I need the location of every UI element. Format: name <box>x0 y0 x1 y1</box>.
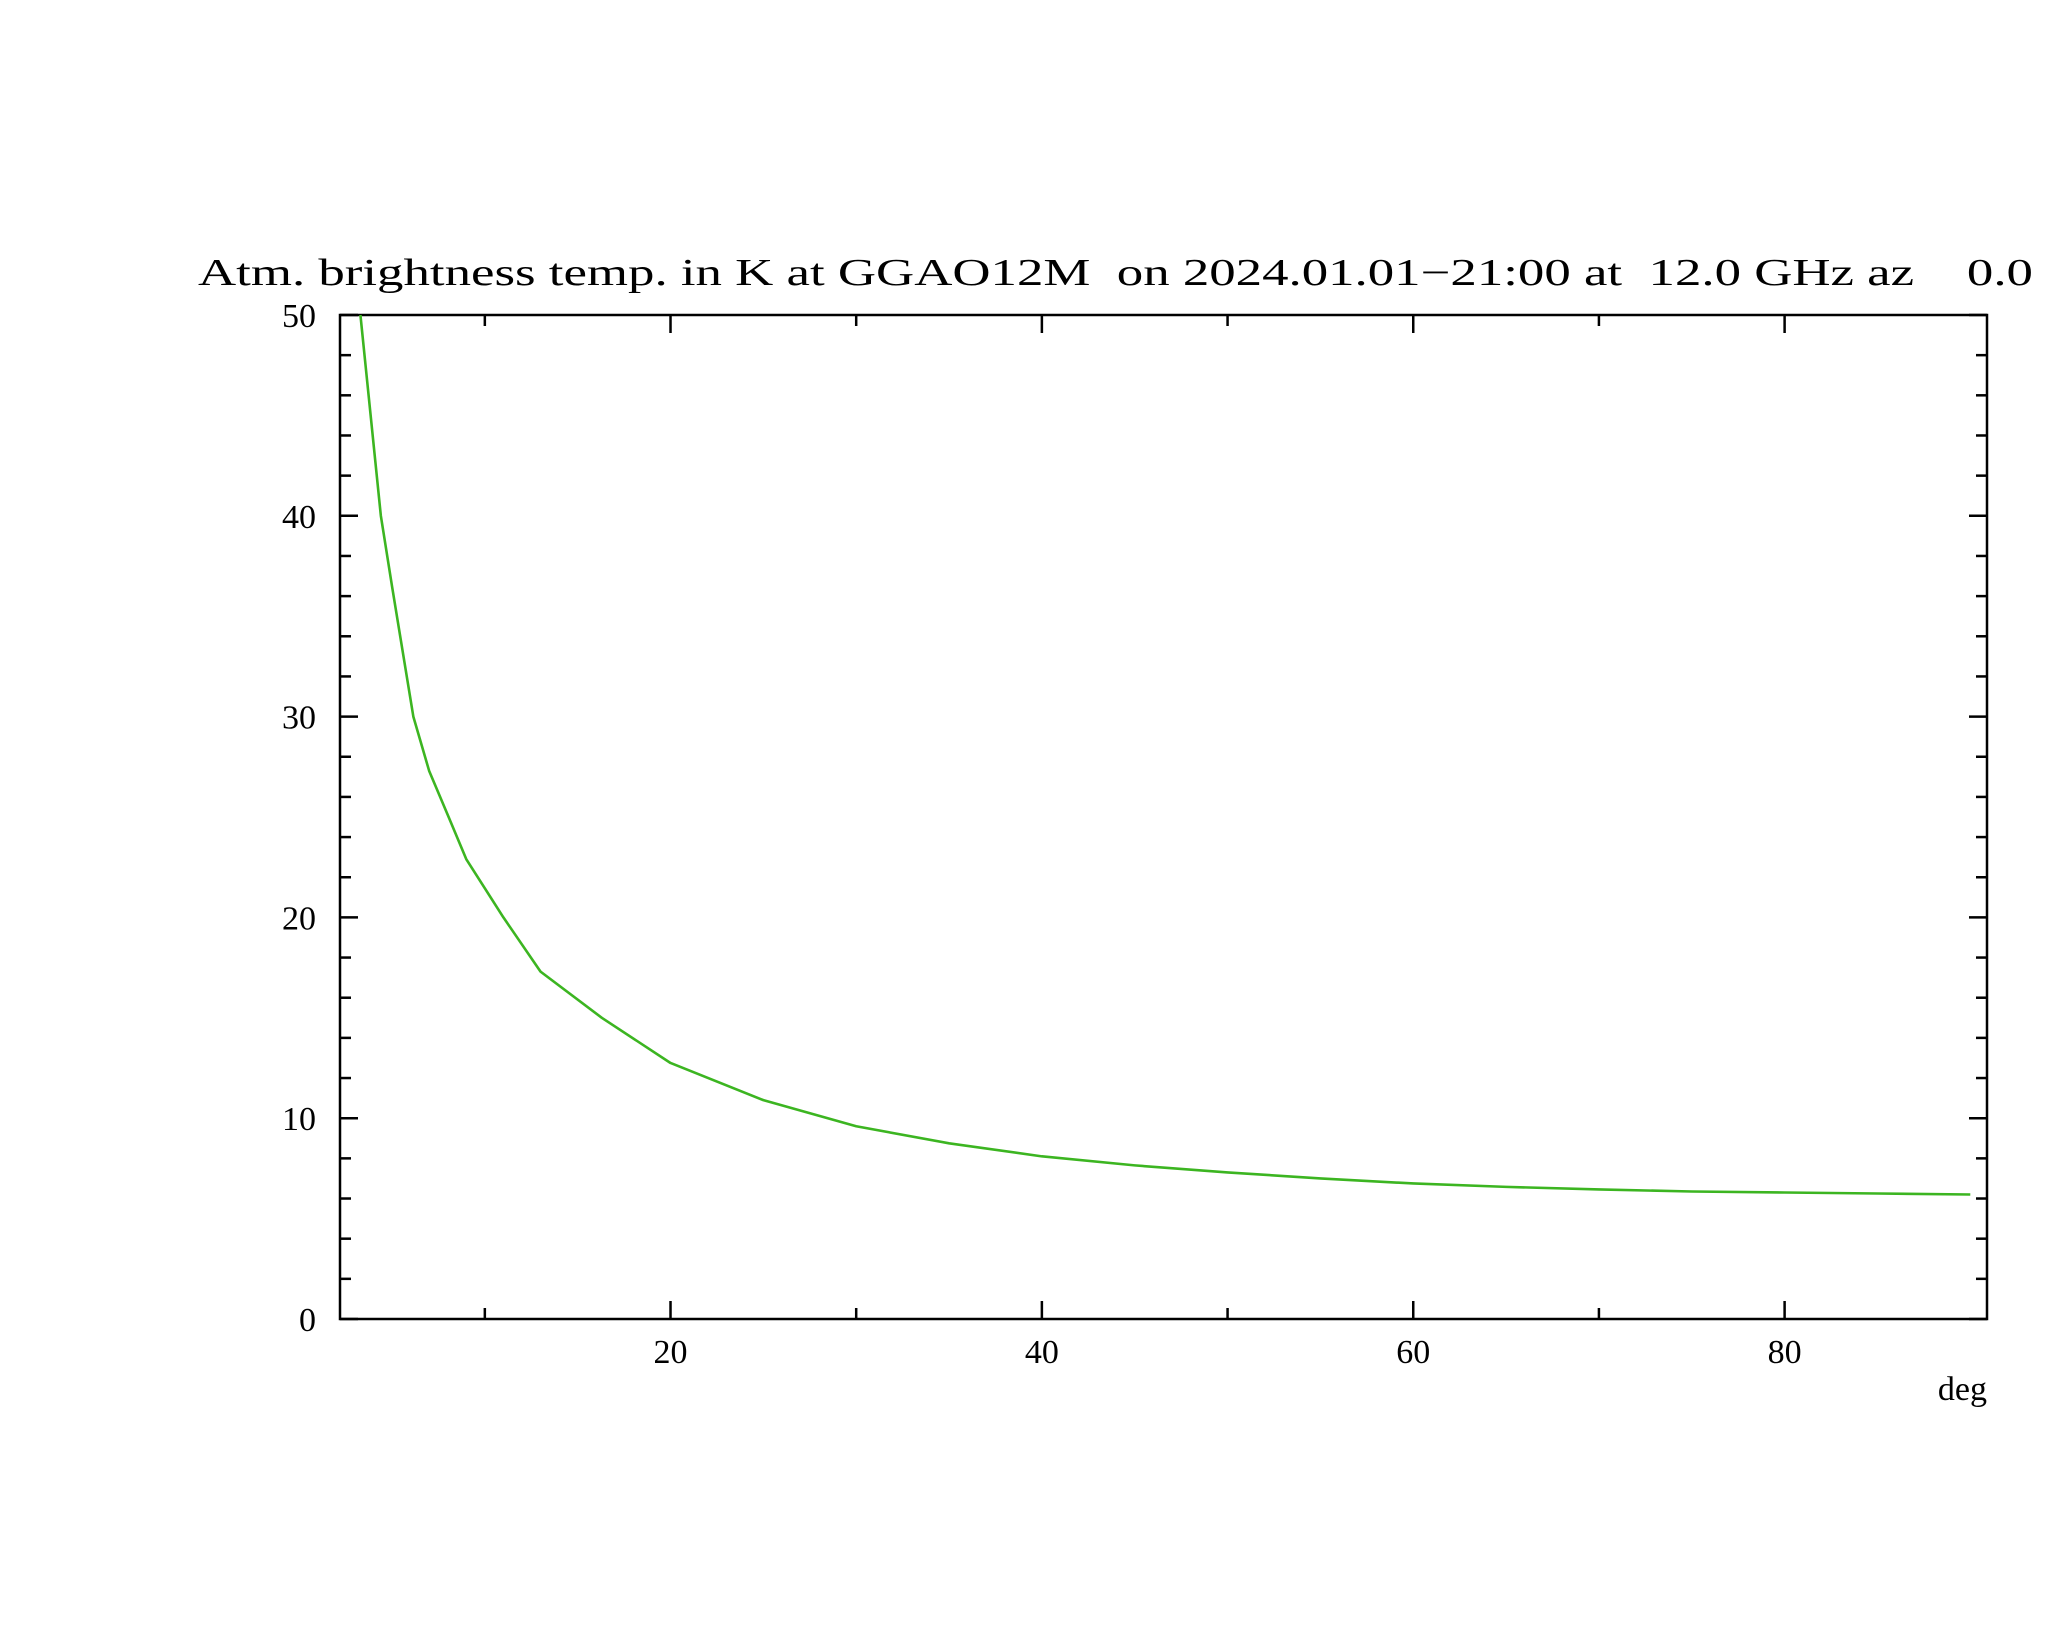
chart-title: Atm. brightness temp. in K at GGAO12M on… <box>198 252 2033 294</box>
y-tick-label: 10 <box>282 1101 316 1138</box>
y-tick-label: 20 <box>282 900 316 937</box>
plot-frame <box>338 313 1989 1321</box>
y-tick-label: 0 <box>299 1302 316 1339</box>
x-tick-label: 40 <box>1025 1334 1059 1371</box>
y-tick-label: 30 <box>282 700 316 737</box>
x-tick-label: 80 <box>1768 1334 1802 1371</box>
x-tick-label: 20 <box>654 1334 688 1371</box>
y-tick-label: 40 <box>282 499 316 536</box>
series-line <box>359 314 1971 1196</box>
x-axis-label: deg <box>1938 1371 1987 1408</box>
x-tick-label: 60 <box>1396 1334 1430 1371</box>
y-tick-label: 50 <box>282 298 316 335</box>
